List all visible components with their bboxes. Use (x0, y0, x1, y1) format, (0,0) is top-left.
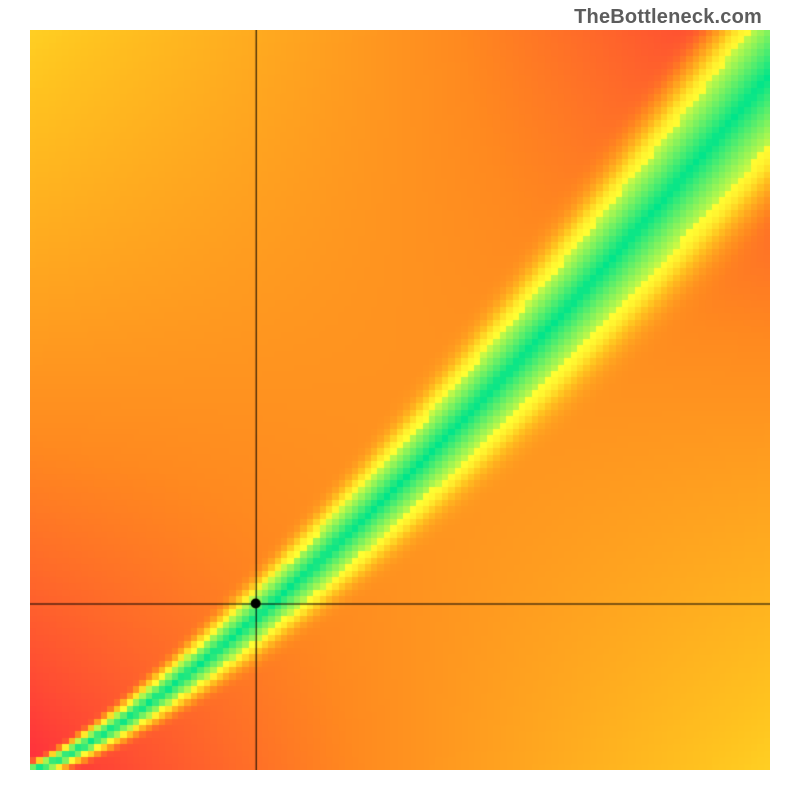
watermark-text: TheBottleneck.com (574, 6, 762, 29)
chart-container: TheBottleneck.com (0, 0, 800, 800)
heatmap-canvas (30, 30, 770, 770)
plot-frame (30, 30, 770, 770)
